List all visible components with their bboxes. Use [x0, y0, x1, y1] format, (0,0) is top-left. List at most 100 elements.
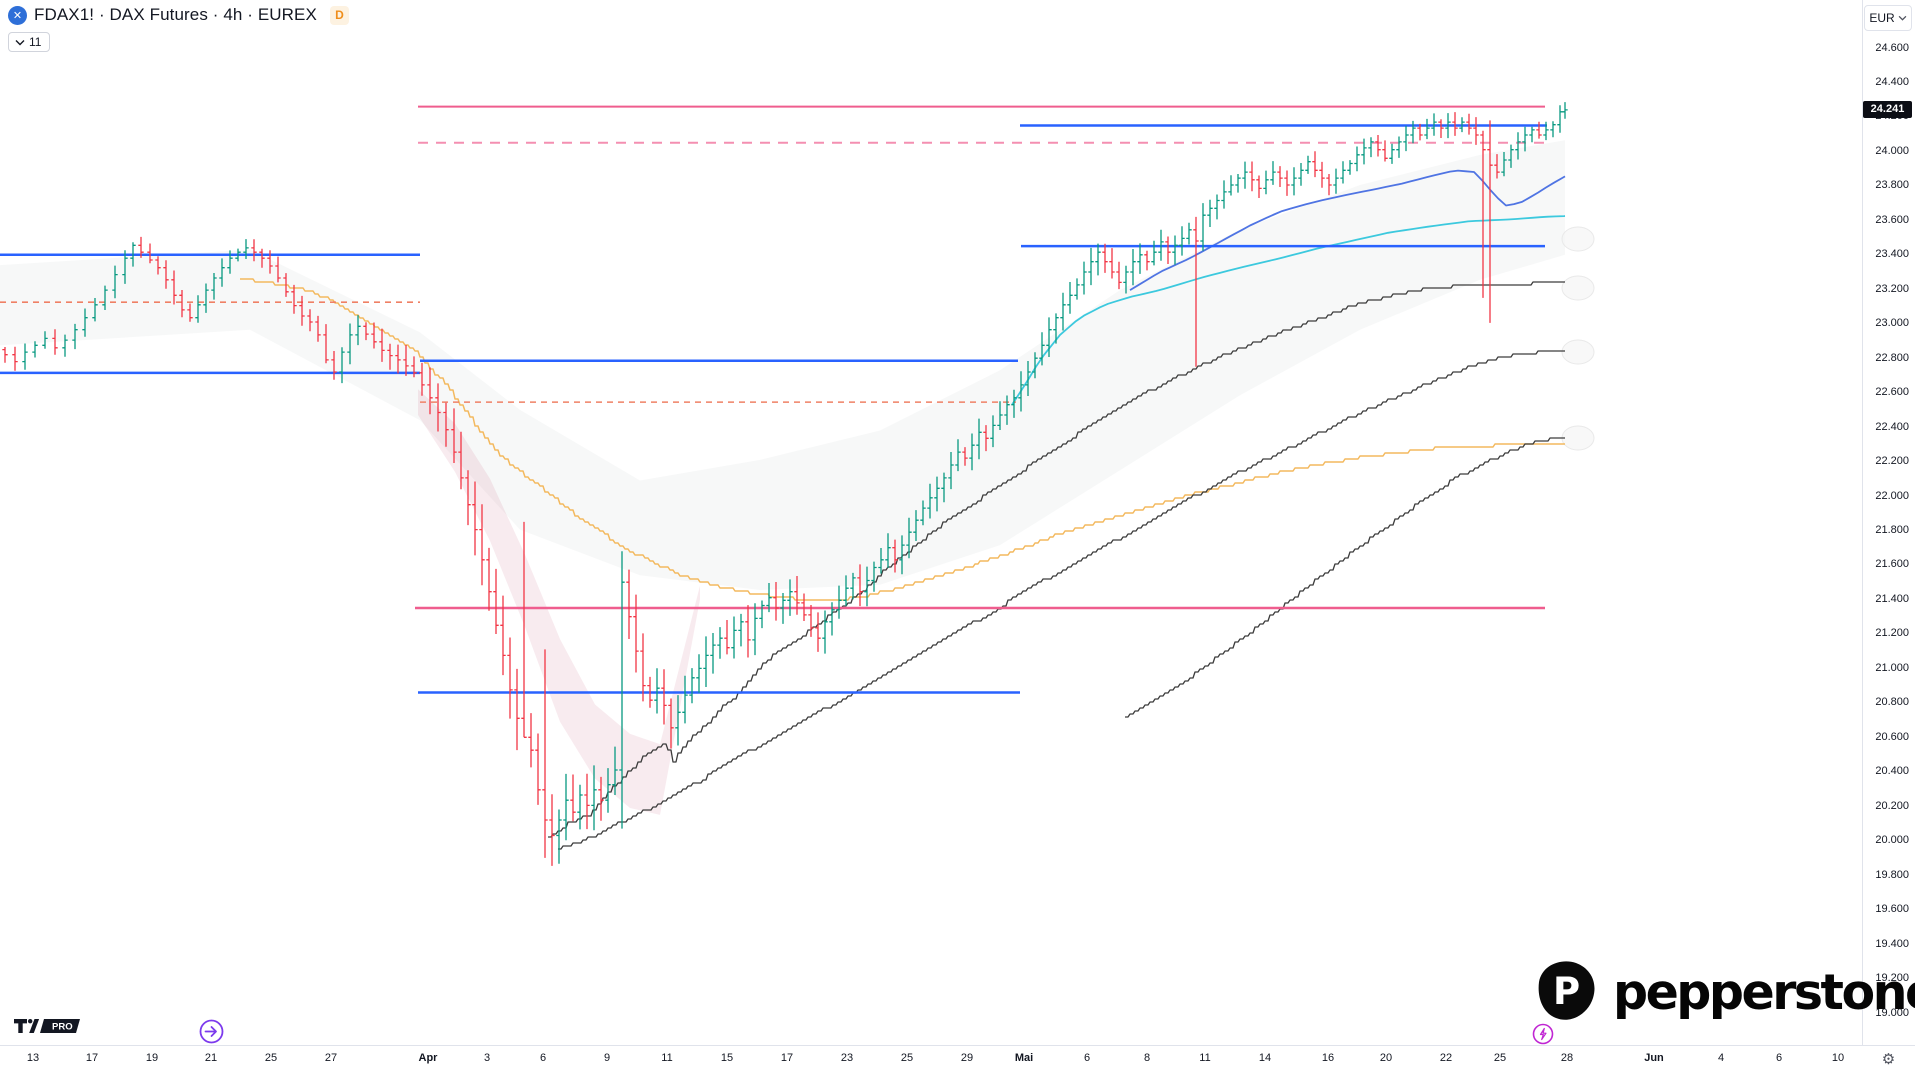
- chevron-down-icon: [15, 39, 25, 45]
- axis-settings-corner[interactable]: ⚙: [1862, 1045, 1915, 1073]
- time-tick: 14: [1258, 1052, 1272, 1064]
- symbol-logo-icon[interactable]: ✕: [8, 5, 27, 25]
- currency-selector[interactable]: EUR: [1864, 5, 1912, 31]
- price-tick: 24.400: [1875, 75, 1909, 88]
- ohlc-bars-up: [22, 102, 1568, 864]
- ghost-bubble: [1561, 226, 1595, 252]
- time-tick: 25: [900, 1052, 914, 1064]
- time-tick: 3: [483, 1052, 491, 1064]
- svg-text:P: P: [1553, 970, 1580, 1013]
- price-tick: 23.400: [1875, 248, 1909, 261]
- price-tick: 21.000: [1875, 661, 1909, 674]
- price-tick: 22.800: [1875, 351, 1909, 364]
- time-tick: 17: [780, 1052, 794, 1064]
- pro-badge: PRO: [40, 1019, 80, 1033]
- time-tick: 19: [145, 1052, 159, 1064]
- time-tick: 17: [85, 1052, 99, 1064]
- pepperstone-mark-icon: P: [1538, 961, 1595, 1020]
- time-tick: 6: [1775, 1052, 1783, 1064]
- time-tick: 8: [1143, 1052, 1151, 1064]
- currency-label: EUR: [1869, 11, 1895, 25]
- time-tick: 16: [1321, 1052, 1335, 1064]
- time-tick: 4: [1717, 1052, 1725, 1064]
- price-tick: 20.600: [1875, 730, 1909, 743]
- time-tick: 21: [204, 1052, 218, 1064]
- price-tick: 21.400: [1875, 592, 1909, 605]
- time-tick-month: Mai: [1014, 1052, 1034, 1064]
- ma-orange[interactable]: [240, 278, 1565, 601]
- time-tick: 25: [264, 1052, 278, 1064]
- price-tick: 20.000: [1875, 834, 1909, 847]
- price-tick: 22.000: [1875, 489, 1909, 502]
- price-tick: 19.200: [1875, 972, 1909, 985]
- lightning-icon[interactable]: [1532, 1023, 1554, 1050]
- time-tick: 27: [324, 1052, 338, 1064]
- price-tick: 22.200: [1875, 455, 1909, 468]
- time-tick: 13: [26, 1052, 40, 1064]
- time-tick: 6: [1083, 1052, 1091, 1064]
- price-tick: 22.400: [1875, 420, 1909, 433]
- ma-cyan[interactable]: [1011, 215, 1566, 406]
- ghost-bubble: [1561, 425, 1595, 451]
- price-tick: 21.600: [1875, 558, 1909, 571]
- ghost-bubble: [1561, 339, 1595, 365]
- goto-arrow-icon[interactable]: [199, 1019, 224, 1049]
- symbol-title[interactable]: FDAX1! · DAX Futures · 4h · EUREX: [34, 5, 317, 24]
- price-tick: 20.800: [1875, 696, 1909, 709]
- chevron-down-icon: [1898, 15, 1907, 21]
- price-tick: 23.600: [1875, 213, 1909, 226]
- time-tick: 6: [539, 1052, 547, 1064]
- time-tick: 23: [840, 1052, 854, 1064]
- price-tick: 19.600: [1875, 903, 1909, 916]
- time-tick: 25: [1493, 1052, 1507, 1064]
- price-chart[interactable]: [0, 0, 1862, 1045]
- price-tick: 20.400: [1875, 765, 1909, 778]
- time-tick: 15: [720, 1052, 734, 1064]
- trail-black-lower[interactable]: [1125, 437, 1565, 718]
- indicators-collapse-button[interactable]: 11: [8, 32, 51, 52]
- svg-text:PRO: PRO: [52, 1022, 73, 1033]
- ma-blue[interactable]: [1129, 169, 1566, 291]
- chart-pane[interactable]: [0, 0, 1862, 1045]
- last-price-label: 24.241: [1863, 101, 1912, 119]
- price-tick: 20.200: [1875, 799, 1909, 812]
- price-tick: 21.800: [1875, 524, 1909, 536]
- price-tick: 24.000: [1875, 144, 1909, 157]
- ghost-bubble: [1561, 275, 1595, 301]
- time-tick: 9: [603, 1052, 611, 1064]
- price-tick: 24.600: [1875, 41, 1909, 54]
- time-tick: 22: [1439, 1052, 1453, 1064]
- price-tick: 23.000: [1875, 317, 1909, 330]
- time-axis[interactable]: 13 17 19 21 25 27 Apr 3 6 9 11 15 17 23 25 29 Mai 6 8 11 14 1…: [0, 1045, 1915, 1073]
- price-tick: 21.200: [1875, 627, 1909, 640]
- trail-black-upper[interactable]: [548, 281, 1565, 838]
- band-pink: [418, 389, 700, 815]
- trail-black-mid[interactable]: [558, 350, 1565, 850]
- chart-legend: ✕ FDAX1! · DAX Futures · 4h · EUREX D 11: [8, 5, 349, 52]
- daily-badge[interactable]: D: [329, 5, 349, 25]
- price-tick: 19.800: [1875, 868, 1909, 881]
- gear-icon[interactable]: ⚙: [1881, 1050, 1896, 1068]
- price-tick: 23.200: [1875, 282, 1909, 295]
- tradingview-mark-icon: [14, 1019, 40, 1033]
- price-axis[interactable]: 24.60024.40024.20024.00023.80023.60023.4…: [1862, 0, 1915, 1045]
- price-tick: 23.800: [1875, 179, 1909, 192]
- pepperstone-logo: P pepperstone: [1533, 958, 1915, 1026]
- time-tick-month: Apr: [418, 1052, 438, 1064]
- time-tick: 11: [661, 1052, 673, 1064]
- indicator-count: 11: [29, 35, 42, 49]
- pepperstone-wordmark: pepperstone: [1613, 963, 1915, 1021]
- time-tick: 10: [1831, 1052, 1845, 1064]
- time-tick-month: Jun: [1644, 1052, 1664, 1064]
- time-tick: 28: [1560, 1052, 1574, 1064]
- ohlc-bars-down: [2, 112, 1542, 866]
- time-tick: 11: [1199, 1052, 1211, 1064]
- price-tick: 22.600: [1875, 386, 1909, 399]
- time-tick: 29: [960, 1052, 974, 1064]
- price-tick: 19.000: [1875, 1006, 1909, 1019]
- time-tick: 20: [1379, 1052, 1393, 1064]
- tradingview-logo[interactable]: PRO: [14, 1018, 84, 1041]
- band-gray: [0, 140, 1565, 590]
- price-tick: 19.400: [1875, 937, 1909, 950]
